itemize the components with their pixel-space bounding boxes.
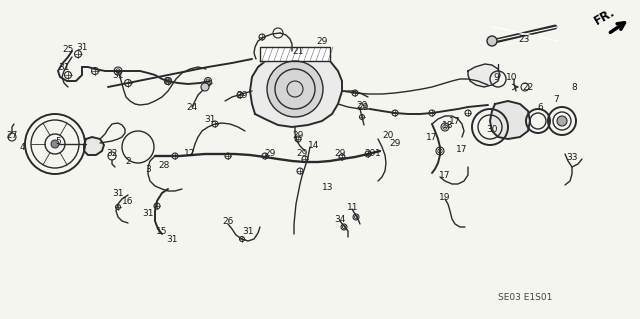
Text: 22: 22 xyxy=(522,83,534,92)
Text: 19: 19 xyxy=(439,192,451,202)
Text: 14: 14 xyxy=(308,140,320,150)
Text: 26: 26 xyxy=(222,218,234,226)
Text: 28: 28 xyxy=(158,160,170,169)
Text: 33: 33 xyxy=(566,152,578,161)
Circle shape xyxy=(51,140,59,148)
Text: 25: 25 xyxy=(62,44,74,54)
Text: 17: 17 xyxy=(449,117,461,127)
Text: 31: 31 xyxy=(142,210,154,219)
Text: 10: 10 xyxy=(506,72,518,81)
Circle shape xyxy=(201,83,209,91)
Text: 17: 17 xyxy=(456,145,468,153)
Text: 21: 21 xyxy=(292,48,304,56)
Text: 8: 8 xyxy=(571,83,577,92)
Text: 24: 24 xyxy=(186,102,198,112)
Text: 31: 31 xyxy=(58,63,70,71)
Text: 29: 29 xyxy=(264,149,276,158)
Polygon shape xyxy=(468,64,500,87)
Text: 29: 29 xyxy=(292,130,304,139)
Circle shape xyxy=(557,116,567,126)
Text: 23: 23 xyxy=(518,34,530,43)
Text: 3: 3 xyxy=(145,165,151,174)
Polygon shape xyxy=(250,51,342,127)
Text: 9: 9 xyxy=(493,72,499,81)
Text: 29: 29 xyxy=(356,101,368,110)
Text: 30: 30 xyxy=(486,124,498,133)
Text: 29: 29 xyxy=(364,149,376,158)
Text: 32: 32 xyxy=(106,150,118,159)
Text: 29: 29 xyxy=(389,139,401,149)
Polygon shape xyxy=(260,47,330,61)
Text: FR.: FR. xyxy=(592,6,618,28)
Text: 11: 11 xyxy=(348,203,359,211)
Text: 5: 5 xyxy=(55,137,61,146)
Polygon shape xyxy=(84,137,104,155)
Text: 4: 4 xyxy=(19,143,25,152)
Text: 31: 31 xyxy=(243,227,253,236)
Text: 31: 31 xyxy=(112,70,124,79)
Text: 18: 18 xyxy=(442,121,454,130)
Text: 17: 17 xyxy=(439,170,451,180)
Text: 29: 29 xyxy=(316,38,328,47)
Text: 2: 2 xyxy=(125,157,131,166)
Circle shape xyxy=(267,61,323,117)
Text: 15: 15 xyxy=(156,227,168,236)
Polygon shape xyxy=(490,101,530,139)
Text: 31: 31 xyxy=(204,115,216,123)
Text: 29: 29 xyxy=(296,149,308,158)
Circle shape xyxy=(487,36,497,46)
Text: 27: 27 xyxy=(6,130,18,139)
Text: 6: 6 xyxy=(537,102,543,112)
Text: 29: 29 xyxy=(236,91,248,100)
Text: 34: 34 xyxy=(334,214,346,224)
Text: 7: 7 xyxy=(553,94,559,103)
Text: 1: 1 xyxy=(375,149,381,158)
Text: 13: 13 xyxy=(323,182,333,191)
Text: 20: 20 xyxy=(382,130,394,139)
Text: 16: 16 xyxy=(122,197,134,206)
Text: 29: 29 xyxy=(334,149,346,158)
Text: 31: 31 xyxy=(166,234,178,243)
Text: 12: 12 xyxy=(184,150,196,159)
Text: 31: 31 xyxy=(112,189,124,197)
Text: 29: 29 xyxy=(357,102,369,112)
Text: SE03 E1S01: SE03 E1S01 xyxy=(498,293,552,301)
Text: 31: 31 xyxy=(76,42,88,51)
Text: 17: 17 xyxy=(426,132,438,142)
